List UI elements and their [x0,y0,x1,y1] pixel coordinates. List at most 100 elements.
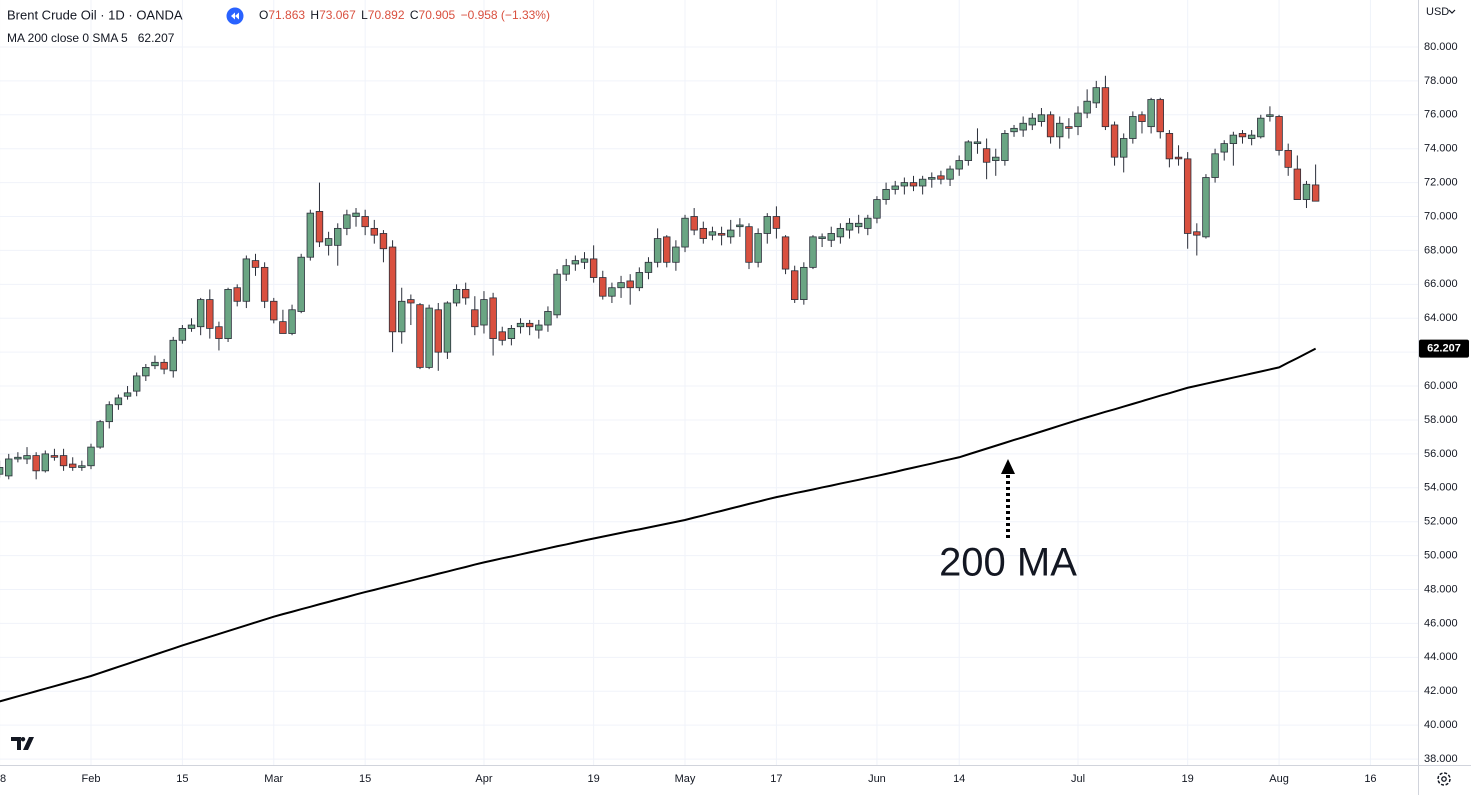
candle-up [178,328,187,341]
candle-down [699,227,708,239]
candle-up [169,339,177,372]
x-tick-label: 15 [176,773,188,785]
change: −0.958 (−1.33%) [461,8,550,22]
candle-up [1019,122,1027,131]
candle-up [352,212,360,217]
candle-down [1174,156,1183,160]
candle-up [398,300,406,333]
x-tick-label: Apr [475,773,492,785]
candle-up [1056,122,1064,138]
candle-down [434,309,442,353]
candle-up [653,238,662,263]
candle-up [1302,183,1311,200]
candle-down [489,297,497,339]
candle-up [443,302,452,353]
currency-dropdown[interactable] [1448,9,1456,14]
candle-up [1202,177,1210,238]
candle-down [1165,133,1174,160]
x-tick-label: Jun [868,773,886,785]
x-tick-label: Feb [82,773,101,785]
candle-down [1293,168,1302,200]
candle-up [14,456,22,460]
x-tick-label: Mar [264,773,283,785]
candle-up [900,182,909,187]
candle-down [717,233,726,236]
candle-up [343,214,351,229]
candle-down [690,216,698,231]
ohlc-value: 70.905 [419,8,456,22]
candle-down [626,280,634,289]
candle-up [763,216,771,234]
candle-up [882,188,890,200]
ohlc-value: 70.892 [368,8,405,22]
y-tick-label: 66.000 [1424,278,1458,290]
candle-up [0,467,4,475]
plot-area [0,75,1320,703]
x-tick-label: 19 [1182,773,1194,785]
candle-up [1037,114,1046,122]
x-tick-label: May [675,773,696,785]
candle-up [845,222,854,231]
price-badge [1419,339,1469,358]
ohlc-label: L [361,8,368,22]
candle-down [498,331,506,341]
candle-up [955,160,963,170]
currency[interactable]: USD [1426,6,1449,18]
y-tick-label: 52.000 [1424,516,1458,528]
y-tick-label: 48.000 [1424,583,1458,595]
candle-up [644,261,653,273]
candle-up [1092,87,1100,104]
y-tick-label: 60.000 [1424,380,1458,392]
candle-up [288,309,296,334]
symbol-title: Brent Crude Oil · 1D · OANDA [7,7,183,22]
candle-up [87,446,95,467]
candle-up [123,392,132,397]
candle-down [663,236,671,263]
candle-up [1247,134,1256,139]
candle-up [544,311,552,326]
candle-up [324,238,333,246]
annotation-arrowhead [1001,459,1015,474]
candle-up [516,322,525,328]
candle-up [864,217,872,229]
candle-up [918,178,927,187]
candle-up [132,375,141,392]
ma-line [0,347,1317,703]
candle-up [553,273,561,316]
y-tick-label: 46.000 [1424,617,1458,629]
y-tick-label: 72.000 [1424,177,1458,189]
candle-up [5,458,13,477]
candle-down [1156,99,1164,133]
y-tick-label: 42.000 [1424,685,1458,697]
x-tick-label: 17 [770,773,782,785]
candle-up [708,231,717,236]
candle-down [745,226,753,263]
candle-down [471,309,479,328]
indicator-name: MA 200 close 0 SMA 5 [7,31,128,45]
y-tick-label: 80.000 [1424,41,1458,53]
candle-up [635,272,644,289]
settings-icon[interactable] [1437,772,1451,786]
candle-up [580,258,589,263]
candle-up [142,367,150,377]
candle-up [1257,117,1265,138]
candle-up [973,141,982,145]
candle-down [69,463,77,468]
candle-up [946,168,954,180]
candle-down [1183,158,1192,234]
candle-down [781,236,790,270]
candle-up [562,265,570,275]
candle-down [589,258,598,278]
candle-up [928,177,936,180]
candle-up [1074,112,1082,128]
candle-down [937,175,945,180]
candle-up [854,222,863,228]
candle-down [270,300,278,321]
axes: 38.000 40.000 42.000 44.000 46.000 48.000 50.0… [0,41,1469,785]
y-tick-label: 68.000 [1424,244,1458,256]
candle-down [59,455,68,467]
candle-up [306,212,315,258]
tradingview-logo[interactable] [11,737,34,750]
x-tick-label: 19 [588,773,600,785]
